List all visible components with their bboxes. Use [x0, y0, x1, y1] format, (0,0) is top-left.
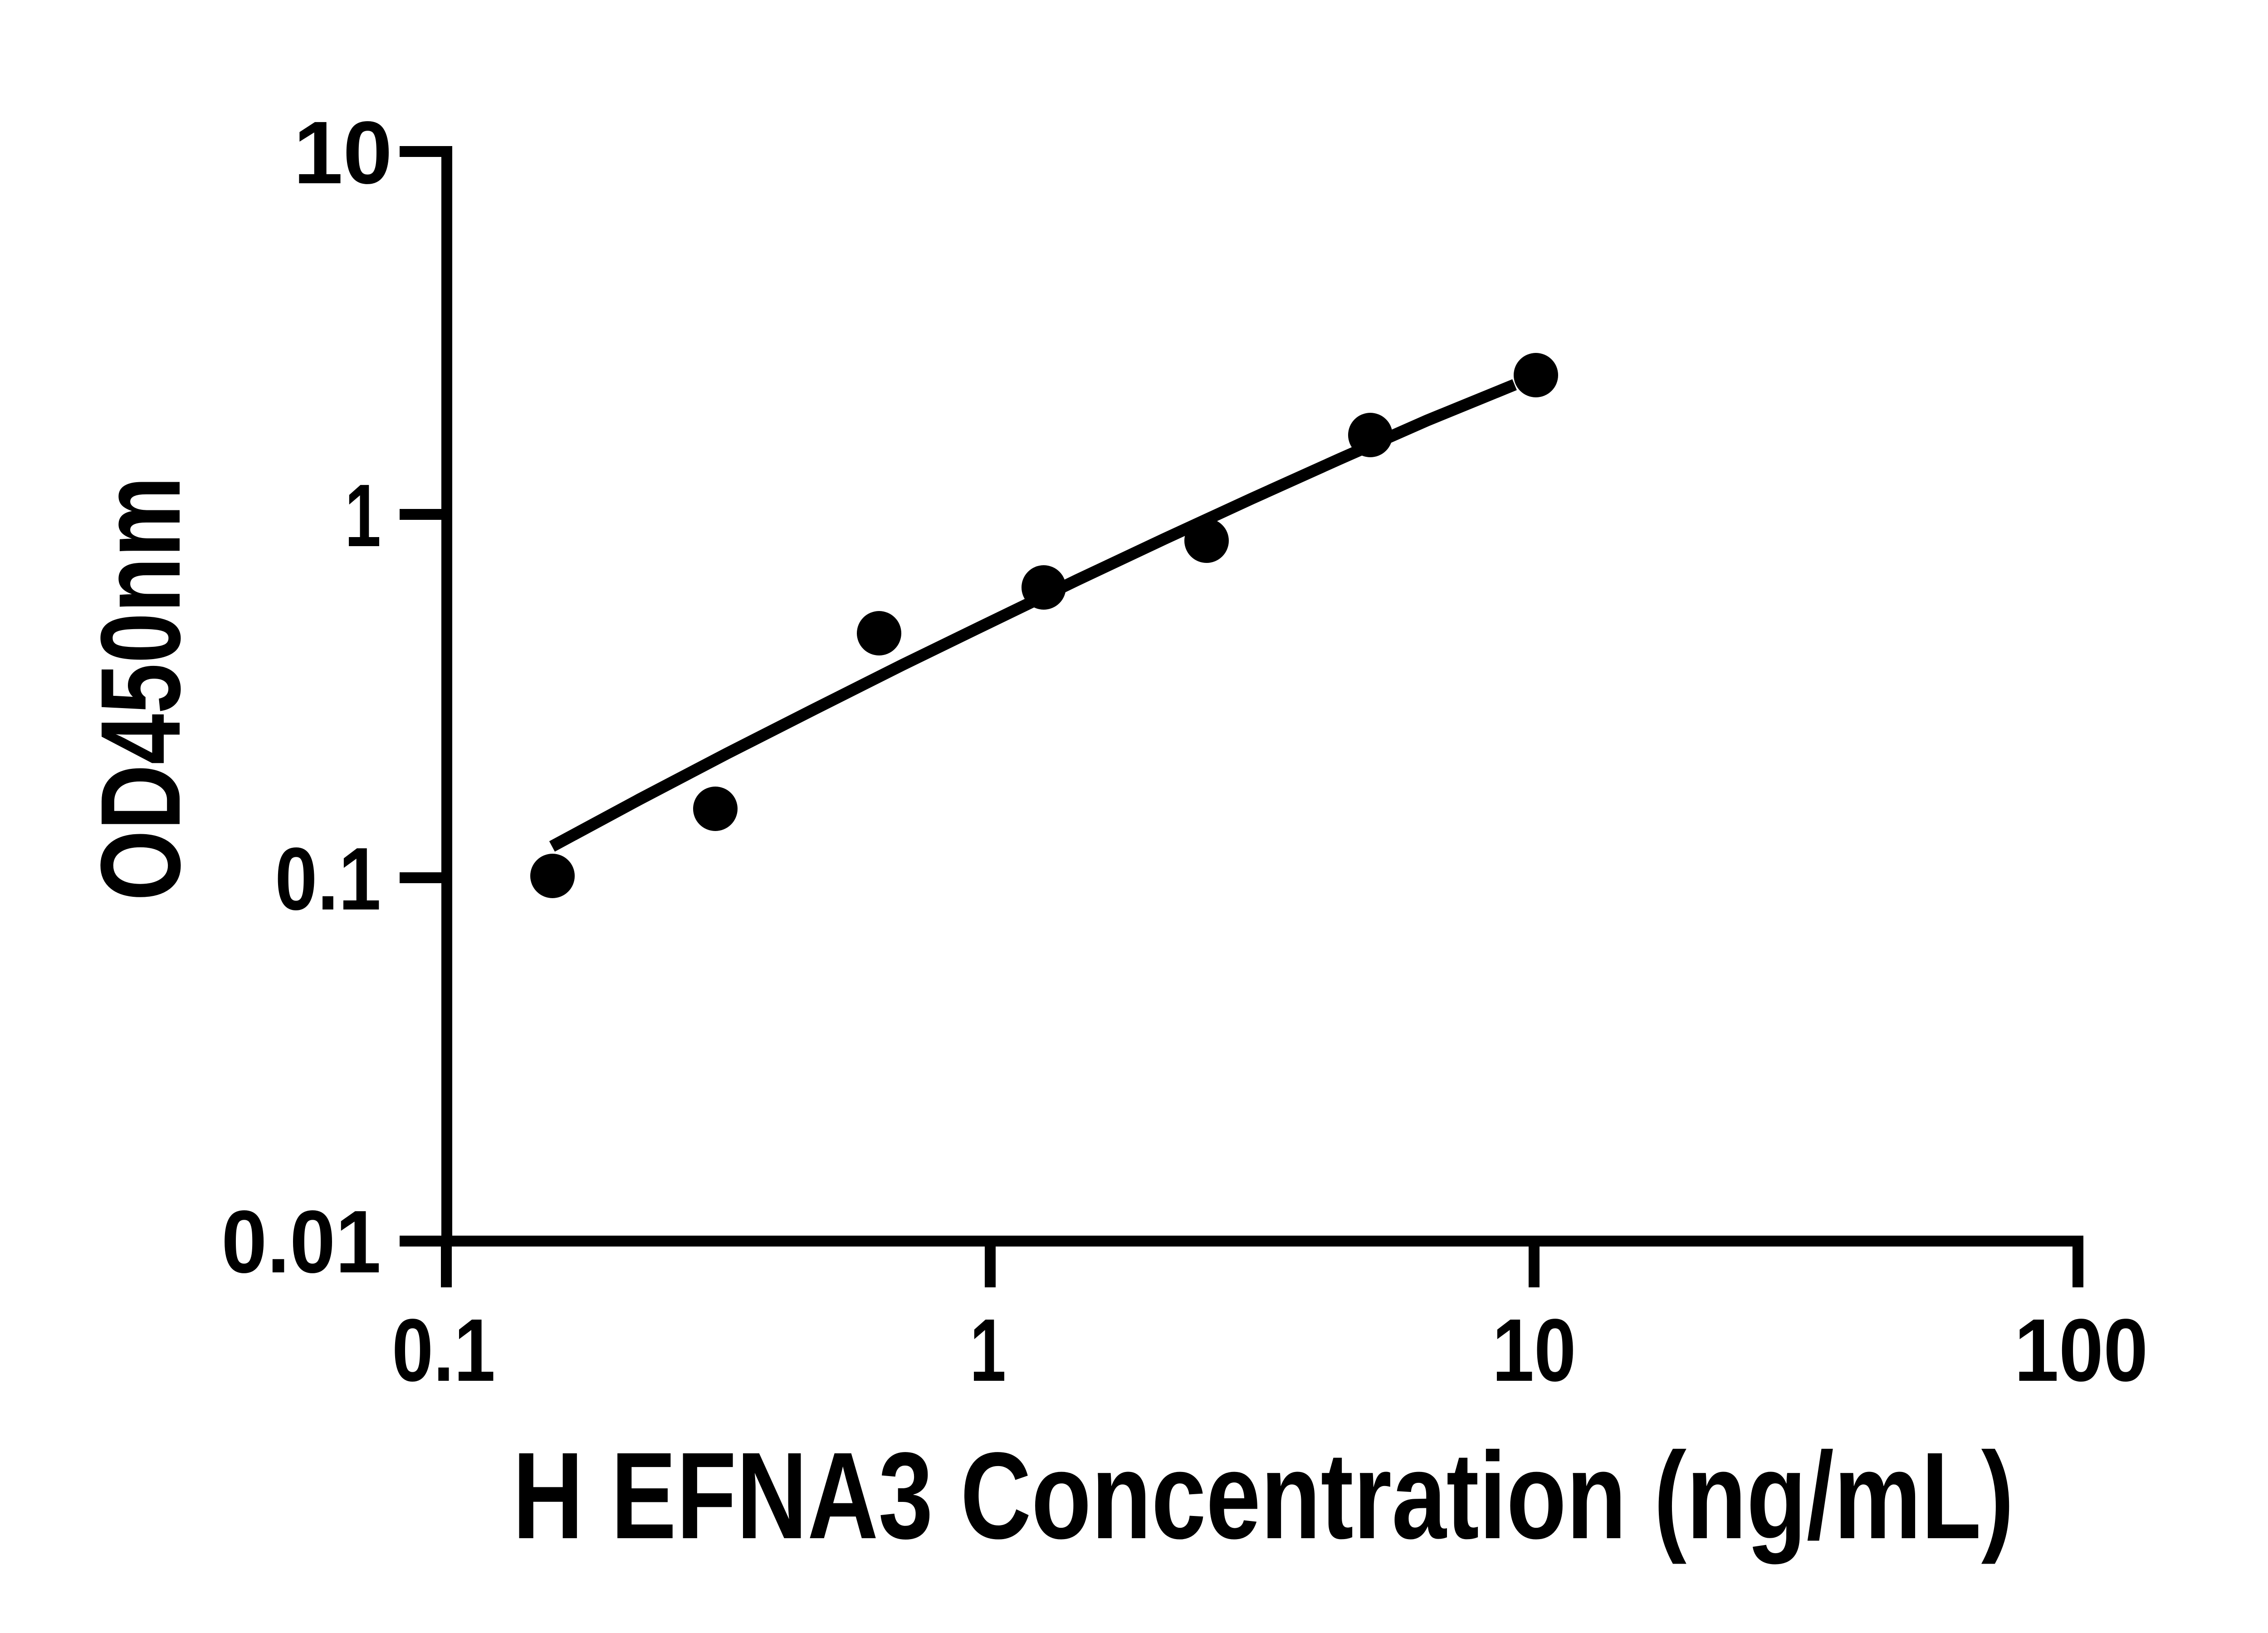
svg-text:OD450nm: OD450nm: [77, 476, 204, 901]
svg-text:0.01: 0.01: [221, 1192, 381, 1291]
svg-text:0.1: 0.1: [392, 1301, 495, 1400]
svg-text:1: 1: [970, 1301, 1006, 1400]
svg-text:0.1: 0.1: [275, 829, 381, 929]
svg-text:H EFNA3 Concentration (ng/mL): H EFNA3 Concentration (ng/mL): [513, 1427, 2014, 1565]
svg-text:10: 10: [293, 103, 392, 202]
svg-text:100: 100: [2014, 1301, 2148, 1400]
svg-text:10: 10: [1492, 1301, 1576, 1400]
svg-text:1: 1: [345, 466, 381, 565]
